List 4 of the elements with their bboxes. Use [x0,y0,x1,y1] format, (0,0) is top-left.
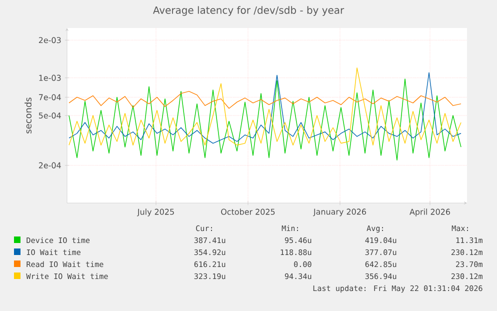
line-series [68,78,462,160]
chart-title: Average latency for /dev/sdb - by year [153,6,344,16]
y-axis-title: seconds [24,98,32,134]
line-series [68,90,462,109]
